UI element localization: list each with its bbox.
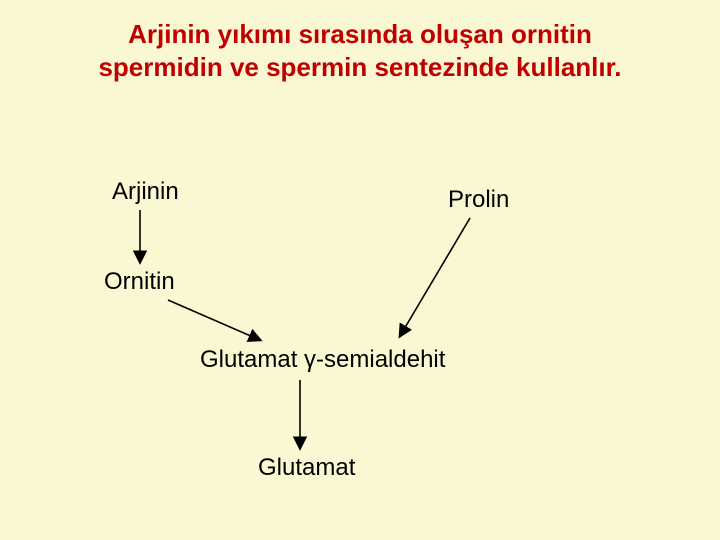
slide-title: Arjinin yıkımı sırasında oluşan ornitin …	[0, 18, 720, 83]
node-glutamat: Glutamat	[258, 454, 355, 482]
title-line-1: Arjinin yıkımı sırasında oluşan ornitin	[128, 19, 592, 49]
node-ornitin: Ornitin	[104, 268, 175, 296]
node-semialdehit: Glutamat γ-semialdehit	[200, 346, 445, 374]
title-line-2: spermidin ve spermin sentezinde kullanlı…	[98, 52, 621, 82]
node-arjinin: Arjinin	[112, 178, 179, 206]
node-prolin: Prolin	[448, 186, 509, 214]
